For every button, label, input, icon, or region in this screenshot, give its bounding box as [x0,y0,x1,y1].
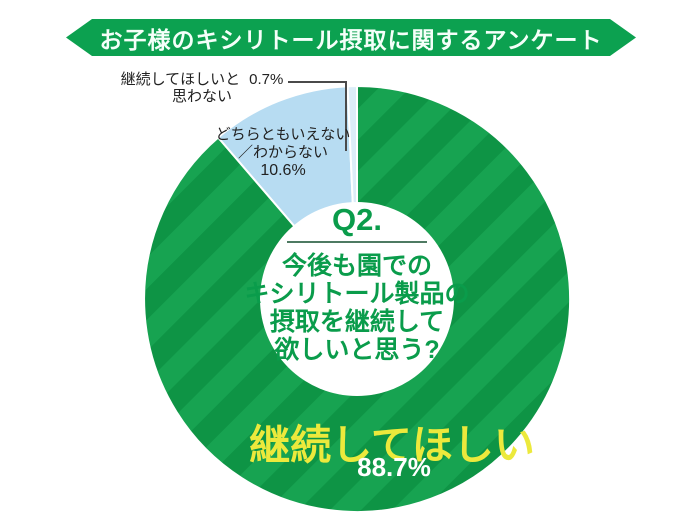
question-number: Q2. [332,202,382,237]
label-neither-line2: ／わからない [237,144,328,161]
label-not-continue-value: 0.7% [249,71,284,88]
label-not-continue-line1: 継続してほしいと [120,71,241,88]
question-line-2: キシリトール製品の [244,280,470,308]
header-banner: お子様のキシリトール摂取に関するアンケート [66,19,636,56]
label-neither-line1: どちらともいえない [215,126,351,143]
question-line-4: 欲しいと思う? [274,336,440,364]
label-not-continue: 継続してほしいと 0.7% 思わない [116,71,288,105]
label-continue: 継続してほしい [249,422,535,468]
page-title: お子様のキシリトール摂取に関するアンケート [99,26,603,53]
label-not-continue-line2: 思わない [171,88,232,105]
question-line-3: 摂取を継続して [269,308,445,336]
label-neither: どちらともいえない ／わからない 10.6% [203,126,363,180]
leader-line-0.7pct [288,81,347,151]
label-continue-value: 88.7% [357,452,431,482]
question-line-1: 今後も園での [281,252,432,280]
donut-center-circle [260,202,454,396]
center-question-box: Q2. 今後も園での キシリトール製品の 摂取を継続して 欲しいと思う? [237,202,477,365]
label-neither-value: 10.6% [260,162,306,179]
question-underline [287,241,427,243]
